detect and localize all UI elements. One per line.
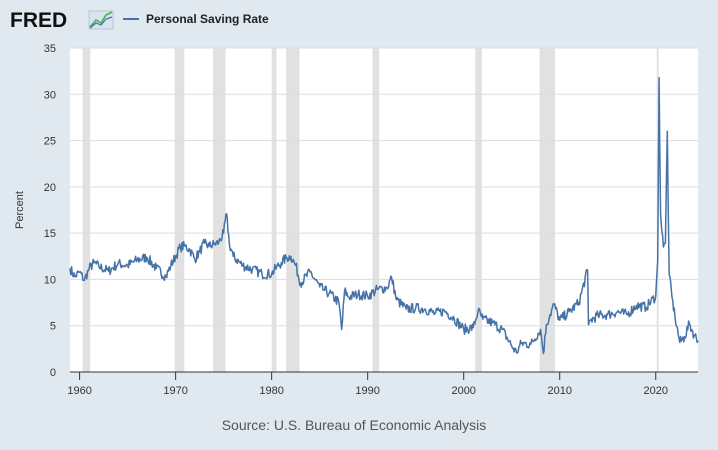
x-tick-label-1960: 1960 (67, 385, 91, 397)
legend-label: Personal Saving Rate (146, 12, 269, 26)
recession-band-5 (372, 48, 380, 372)
gridlines (70, 47, 698, 327)
x-axis: 1960 1970 1980 1990 2000 2010 2020 (67, 372, 668, 397)
y-axis: 0 5 10 15 20 25 30 35 (44, 43, 56, 379)
x-tick-label-1980: 1980 (259, 385, 283, 397)
y-tick-label-10: 10 (44, 274, 56, 286)
y-tick-label-0: 0 (50, 367, 56, 379)
recession-band-3 (271, 48, 277, 372)
recession-band-2 (213, 48, 226, 372)
y-tick-label-35: 35 (44, 43, 56, 55)
y-tick-label-5: 5 (50, 321, 56, 333)
y-tick-label-15: 15 (44, 228, 56, 240)
trend-chart-icon (88, 10, 114, 30)
recession-band-1 (174, 48, 185, 372)
recession-band-7 (539, 48, 555, 372)
series-layer (69, 76, 699, 355)
x-tick-label-1990: 1990 (355, 385, 379, 397)
plot-area (70, 48, 698, 372)
x-tick-label-2010: 2010 (547, 385, 571, 397)
series-line-personal-saving-rate (69, 76, 699, 355)
x-tick-label-2020: 2020 (644, 385, 668, 397)
fred-logo-text: FRED (10, 9, 67, 32)
legend: Personal Saving Rate (123, 12, 269, 26)
y-tick-label-25: 25 (44, 136, 56, 148)
source-label: Source: U.S. Bureau of Economic Analysis (222, 417, 487, 433)
y-tick-label-20: 20 (44, 182, 56, 194)
x-tick-label-1970: 1970 (163, 385, 187, 397)
x-tick-label-2000: 2000 (451, 385, 475, 397)
fred-logo[interactable]: FRED (10, 9, 114, 32)
recession-band-4 (286, 48, 300, 372)
recession-band-6 (475, 48, 482, 372)
recession-band-0 (82, 48, 91, 372)
recession-bands (82, 48, 659, 372)
y-tick-label-30: 30 (44, 89, 56, 101)
y-axis-title: Percent (14, 191, 26, 229)
